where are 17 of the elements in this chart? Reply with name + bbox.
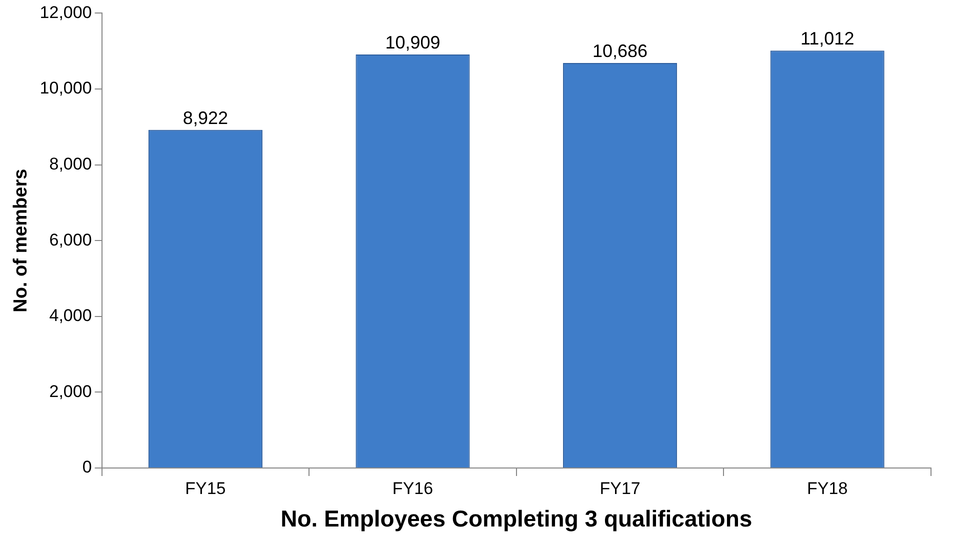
y-tick-label: 12,000 (40, 2, 92, 22)
y-tick-label: 8,000 (49, 154, 92, 174)
data-label: 8,922 (182, 108, 228, 128)
y-tick-label: 10,000 (40, 78, 92, 98)
x-tick-label: FY17 (600, 478, 640, 498)
y-axis-title: No. of members (10, 168, 32, 312)
x-tick-label: FY18 (807, 478, 848, 498)
y-tick-label: 4,000 (49, 306, 92, 326)
x-tick-label: FY16 (392, 478, 434, 498)
data-label: 10,909 (385, 32, 440, 53)
data-label: 11,012 (800, 28, 854, 49)
x-axis-title: No. Employees Completing 3 qualifications (280, 506, 752, 532)
x-tick-label: FY15 (185, 478, 226, 498)
data-label: 10,686 (592, 40, 648, 61)
y-tick-label: 6,000 (49, 230, 92, 250)
y-tick-label: 2,000 (49, 382, 92, 401)
y-tick-label: 0 (82, 458, 92, 477)
